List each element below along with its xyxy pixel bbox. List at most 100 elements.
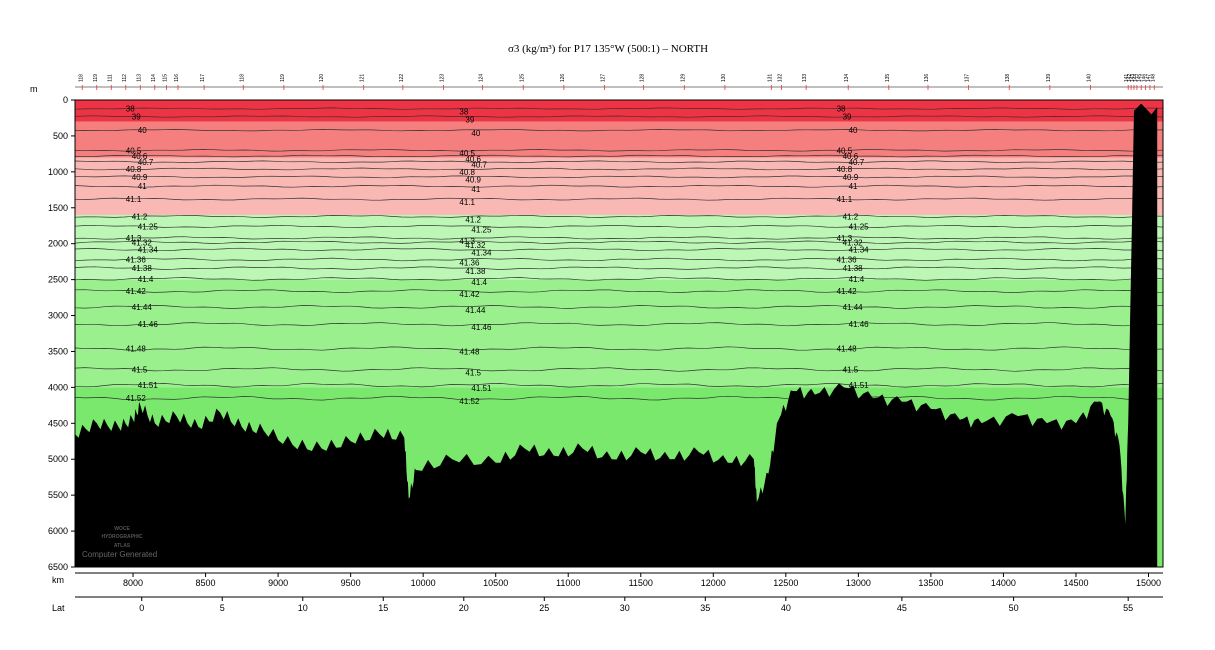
- y-axis-unit-label: m: [30, 84, 38, 94]
- contour-label-41-32: 41.32: [843, 238, 864, 247]
- contour-label-41-5: 41.5: [465, 368, 481, 377]
- lat-axis-label: Lat: [52, 603, 65, 613]
- y-tick-label: 1000: [48, 167, 68, 177]
- station-label: 142: [1127, 74, 1133, 83]
- y-tick-label: 6000: [48, 526, 68, 536]
- station-label: 138: [1005, 74, 1011, 83]
- contour-label-41-2: 41.2: [843, 212, 859, 221]
- contour-label-41-2: 41.2: [465, 215, 481, 224]
- contour-label-41-5: 41.5: [843, 365, 859, 374]
- contour-label-38: 38: [459, 107, 468, 116]
- station-label: 145: [1137, 74, 1143, 83]
- y-tick-label: 5000: [48, 454, 68, 464]
- contour-label-41-42: 41.42: [459, 290, 480, 299]
- lat-tick-label: 5: [220, 603, 225, 613]
- station-label: 111: [107, 74, 113, 82]
- contour-label-39: 39: [843, 113, 852, 122]
- km-tick-label: 12000: [701, 578, 726, 588]
- contour-label-41-51: 41.51: [849, 381, 870, 390]
- station-label: 133: [802, 74, 808, 83]
- station-label: 117: [200, 74, 206, 82]
- contour-label-41-38: 41.38: [843, 264, 864, 273]
- contour-label-40-7: 40.7: [138, 158, 154, 167]
- km-tick-label: 9500: [341, 578, 361, 588]
- contour-label-40-7: 40.7: [849, 158, 865, 167]
- contour-line-41-46: [74, 322, 1164, 327]
- contour-label-41-32: 41.32: [132, 238, 153, 247]
- station-label: 125: [519, 74, 525, 83]
- contour-label-41-4: 41.4: [138, 275, 154, 284]
- station-label: 143: [1130, 74, 1136, 83]
- lat-tick-label: 15: [378, 603, 388, 613]
- contour-label-41-44: 41.44: [132, 303, 153, 312]
- station-label: 123: [439, 74, 445, 83]
- contour-label-40-5: 40.5: [459, 149, 475, 158]
- contour-line-40: [74, 129, 1164, 132]
- contour-line-38: [74, 107, 1164, 110]
- watermark-line-3: ATLAS: [114, 543, 131, 549]
- station-label: 132: [777, 74, 783, 83]
- km-tick-label: 11500: [629, 578, 653, 588]
- isopycnal-contours: [74, 107, 1164, 401]
- contour-line-40-6: [74, 154, 1164, 158]
- km-tick-label: 13500: [918, 578, 943, 588]
- station-label: 126: [560, 74, 566, 83]
- y-tick-label: 0: [63, 95, 68, 105]
- contour-label-41: 41: [138, 182, 147, 191]
- contour-label-41-42: 41.42: [837, 287, 858, 296]
- contour-line-41: [74, 184, 1164, 188]
- km-tick-label: 15000: [1136, 578, 1161, 588]
- contour-label-41-44: 41.44: [465, 306, 486, 315]
- contour-label-40-9: 40.9: [843, 173, 859, 182]
- station-label: 139: [1046, 74, 1052, 83]
- density-band-3: [75, 214, 1163, 280]
- contour-label-40-9: 40.9: [132, 173, 148, 182]
- station-label: 115: [162, 74, 168, 82]
- lat-tick-label: 25: [539, 603, 549, 613]
- contour-line-41-32: [74, 240, 1164, 244]
- contour-line-41-2: [74, 214, 1164, 218]
- km-tick-label: 10500: [483, 578, 508, 588]
- lat-tick-label: 10: [298, 603, 308, 613]
- contour-label-41: 41: [471, 185, 480, 194]
- contour-label-41-4: 41.4: [471, 278, 487, 287]
- km-tick-label: 9000: [268, 578, 288, 588]
- watermark-line-2: HYDROGRAPHIC: [101, 534, 143, 540]
- contour-label-41-1: 41.1: [126, 195, 142, 204]
- contour-label-41-48: 41.48: [837, 345, 858, 354]
- km-tick-label: 14500: [1063, 578, 1088, 588]
- km-tick-label: 10000: [411, 578, 436, 588]
- contour-label-41-36: 41.36: [837, 255, 858, 264]
- watermark-line-1: WOCE: [114, 526, 130, 532]
- contour-label-41-52: 41.52: [837, 394, 858, 403]
- lat-tick-label: 50: [1009, 603, 1019, 613]
- station-label: 140: [1086, 74, 1092, 83]
- contour-label-40-8: 40.8: [459, 168, 475, 177]
- station-label: 127: [600, 74, 606, 83]
- contour-label-40-7: 40.7: [471, 161, 487, 170]
- contour-label-38: 38: [837, 105, 846, 114]
- density-band-0: [75, 100, 1163, 122]
- contour-label-40: 40: [138, 126, 147, 135]
- contour-label-41-38: 41.38: [132, 264, 153, 273]
- contour-label-41-3: 41.3: [837, 234, 853, 243]
- plot-frame: [74, 99, 1164, 568]
- station-label: 121: [360, 74, 366, 83]
- contour-line-39: [74, 115, 1164, 118]
- y-tick-label: 4000: [48, 382, 68, 392]
- contour-line-40-9: [75, 175, 1164, 179]
- contour-label-39: 39: [132, 113, 141, 122]
- y-tick-label: 5500: [48, 490, 68, 500]
- chart-title: σ3 (kg/m³) for P17 135°W (500:1) – NORTH: [508, 43, 708, 55]
- km-tick-label: 13000: [846, 578, 871, 588]
- station-label: 128: [640, 74, 646, 83]
- station-label: 146: [1142, 74, 1148, 83]
- contour-line-41-42: [74, 289, 1164, 293]
- contour-label-40: 40: [471, 129, 480, 138]
- contour-label-41-3: 41.3: [126, 234, 142, 243]
- station-label: 134: [844, 74, 850, 83]
- km-tick-label: 14000: [991, 578, 1016, 588]
- contour-label-41: 41: [849, 182, 858, 191]
- station-label: 135: [885, 74, 891, 83]
